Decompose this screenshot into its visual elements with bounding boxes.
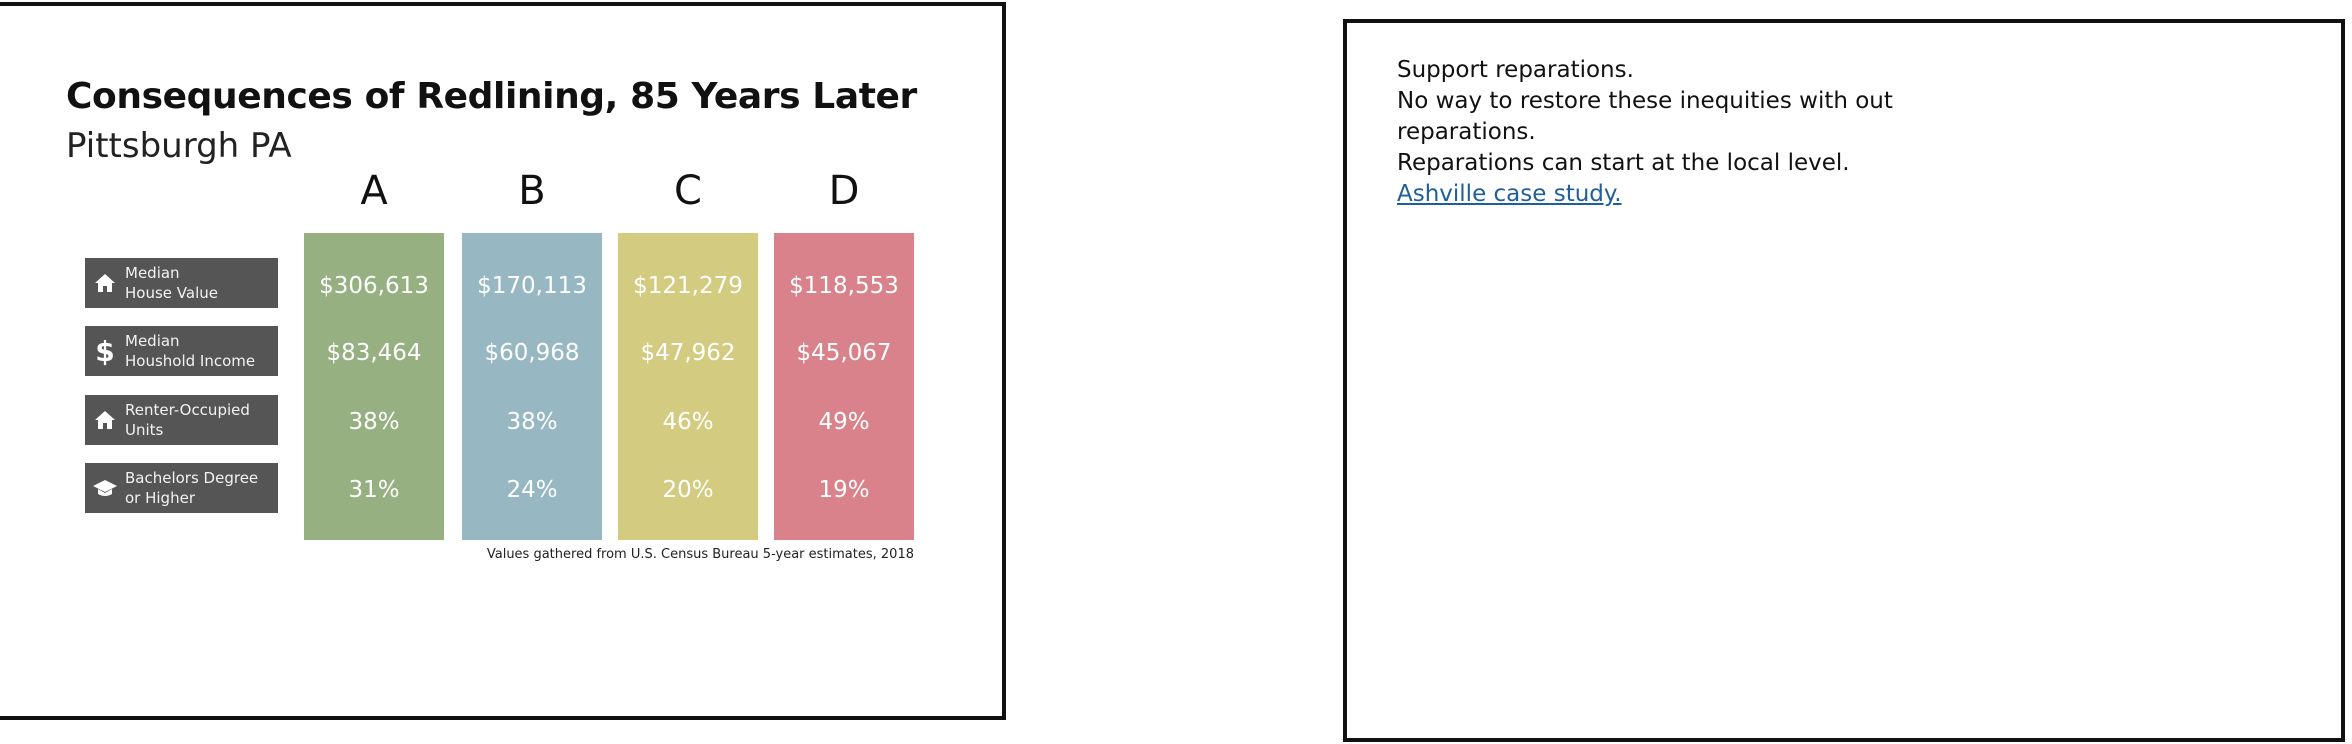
row-label-household-income: $ Median Houshold Income [85, 326, 278, 376]
slide-subtitle: Pittsburgh PA [66, 126, 292, 166]
row-label-bachelors: Bachelors Degree or Higher [85, 463, 278, 513]
grade-column-d: $118,553 $45,067 49% 19% [774, 233, 914, 540]
grade-label-d: D [828, 168, 860, 214]
value-cell: 20% [662, 477, 714, 503]
value-cell: 46% [662, 409, 714, 435]
row-label-text: Bachelors Degree or Higher [125, 469, 259, 507]
value-cell: $45,067 [796, 340, 892, 366]
value-cell: $83,464 [326, 340, 422, 366]
row-label-text: Median House Value [125, 264, 218, 302]
row-label-text: Median Houshold Income [125, 332, 256, 370]
grade-column-c: $121,279 $47,962 46% 20% [618, 233, 758, 540]
house-icon [85, 273, 125, 293]
value-cell: $47,962 [640, 340, 736, 366]
house-icon [85, 410, 125, 430]
grade-label-b: B [518, 168, 546, 214]
slide-title: Consequences of Redlining, 85 Years Late… [66, 76, 917, 117]
dollar-icon: $ [85, 336, 125, 366]
slide-panel: Consequences of Redlining, 85 Years Late… [0, 2, 1006, 720]
svg-text:$: $ [95, 336, 114, 366]
case-study-link[interactable]: Ashville case study. [1397, 181, 1622, 207]
value-cell: $170,113 [477, 273, 587, 299]
value-cell: $306,613 [319, 273, 429, 299]
grade-column-b: $170,113 $60,968 38% 24% [462, 233, 602, 540]
value-cell: 24% [506, 477, 558, 503]
row-label-house-value: Median House Value [85, 258, 278, 308]
grade-column-a: $306,613 $83,464 38% 31% [304, 233, 444, 540]
value-cell: 38% [348, 409, 400, 435]
note-line: No way to restore these inequities with … [1397, 88, 1893, 114]
note-line: reparations. [1397, 119, 1536, 145]
value-cell: 38% [506, 409, 558, 435]
grade-label-a: A [360, 168, 388, 214]
note-line: Reparations can start at the local level… [1397, 150, 1850, 176]
value-cell: 49% [818, 409, 870, 435]
value-cell: 19% [818, 477, 870, 503]
row-label-renter-units: Renter-Occupied Units [85, 395, 278, 445]
grade-label-c: C [674, 168, 702, 214]
graduation-cap-icon [85, 478, 125, 498]
source-note: Values gathered from U.S. Census Bureau … [486, 547, 914, 562]
note-line: Support reparations. [1397, 57, 1634, 83]
value-cell: $118,553 [789, 273, 899, 299]
value-cell: 31% [348, 477, 400, 503]
speaker-notes-panel: Support reparations. No way to restore t… [1343, 19, 2345, 742]
row-label-text: Renter-Occupied Units [125, 401, 250, 439]
value-cell: $60,968 [484, 340, 580, 366]
value-cell: $121,279 [633, 273, 743, 299]
